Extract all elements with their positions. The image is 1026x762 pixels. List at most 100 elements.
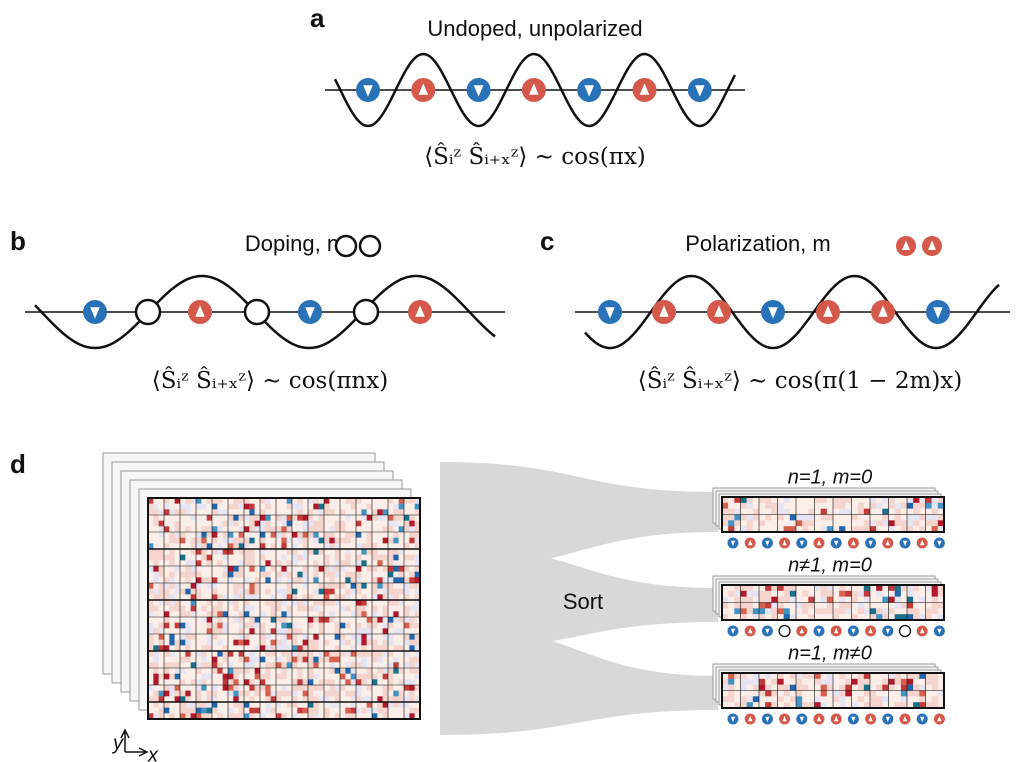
pixel — [858, 691, 864, 697]
pixel — [324, 628, 330, 634]
pixel — [409, 691, 415, 697]
pixel — [255, 555, 261, 561]
pixel — [404, 504, 410, 510]
pixel — [753, 603, 759, 609]
hole — [360, 236, 380, 256]
pixel — [308, 515, 314, 521]
pixel — [765, 608, 771, 614]
pixel — [212, 606, 218, 612]
pixel — [329, 685, 335, 691]
pixel — [345, 691, 351, 697]
pixel — [239, 640, 245, 646]
pixel — [815, 515, 821, 521]
pixel — [388, 640, 394, 646]
pixel — [164, 623, 170, 629]
pixel — [329, 623, 335, 629]
pixel — [409, 538, 415, 544]
pixel — [404, 623, 410, 629]
pixel — [276, 674, 282, 680]
pixel — [839, 520, 845, 526]
pixel — [244, 515, 250, 521]
pixel — [901, 691, 907, 697]
pixel — [356, 685, 362, 691]
pixel — [271, 566, 277, 572]
pixel — [313, 611, 319, 617]
pixel — [741, 515, 747, 521]
pixel — [281, 504, 287, 510]
pixel — [191, 668, 197, 674]
pixel — [827, 515, 833, 521]
pixel — [361, 674, 367, 680]
pixel — [303, 623, 309, 629]
pixel — [297, 617, 303, 623]
pixel — [180, 509, 186, 515]
pixel — [319, 555, 325, 561]
pixel — [201, 538, 207, 544]
pixel — [308, 572, 314, 578]
pixel — [212, 583, 218, 589]
pixel — [201, 628, 207, 634]
pixel — [361, 657, 367, 663]
pixel — [388, 674, 394, 680]
pixel — [815, 509, 821, 515]
pixel — [351, 583, 357, 589]
pixel — [759, 696, 765, 702]
pixel — [340, 526, 346, 532]
pixel — [191, 526, 197, 532]
pixel — [404, 538, 410, 544]
pixel — [249, 685, 255, 691]
pixel — [383, 611, 389, 617]
pixel — [164, 560, 170, 566]
pixel — [913, 503, 919, 509]
pixel — [784, 691, 790, 697]
pixel — [233, 583, 239, 589]
pixel — [895, 591, 901, 597]
pixel — [319, 566, 325, 572]
pixel — [399, 617, 405, 623]
pixel — [297, 606, 303, 612]
pixel — [383, 628, 389, 634]
pixel — [356, 509, 362, 515]
pixel — [383, 640, 389, 646]
pixel — [292, 538, 298, 544]
pixel — [217, 532, 223, 538]
pixel — [292, 657, 298, 663]
pixel — [303, 668, 309, 674]
pixel — [153, 589, 159, 595]
pixel — [175, 566, 181, 572]
pixel — [180, 504, 186, 510]
pixel — [802, 685, 808, 691]
pixel — [207, 560, 213, 566]
pixel — [271, 583, 277, 589]
pixel — [201, 566, 207, 572]
pixel — [383, 572, 389, 578]
pixel — [303, 634, 309, 640]
pixel — [292, 560, 298, 566]
pixel — [223, 640, 229, 646]
pixel — [741, 591, 747, 597]
pixel — [228, 685, 234, 691]
pixel — [281, 691, 287, 697]
pixel — [913, 591, 919, 597]
pixel — [383, 509, 389, 515]
pixel — [228, 600, 234, 606]
pixel — [340, 668, 346, 674]
pixel — [404, 526, 410, 532]
pixel — [845, 603, 851, 609]
pixel — [223, 668, 229, 674]
pixel — [281, 617, 287, 623]
pixel — [932, 515, 938, 521]
pixel — [319, 600, 325, 606]
pixel — [845, 503, 851, 509]
pixel — [287, 685, 293, 691]
pixel — [388, 708, 394, 714]
pixel — [260, 623, 266, 629]
pixel — [393, 555, 399, 561]
pixel — [159, 617, 165, 623]
pixel — [808, 509, 814, 515]
pixel — [388, 634, 394, 640]
pixel — [377, 662, 383, 668]
pixel — [765, 691, 771, 697]
pixel — [239, 549, 245, 555]
pixel — [276, 589, 282, 595]
